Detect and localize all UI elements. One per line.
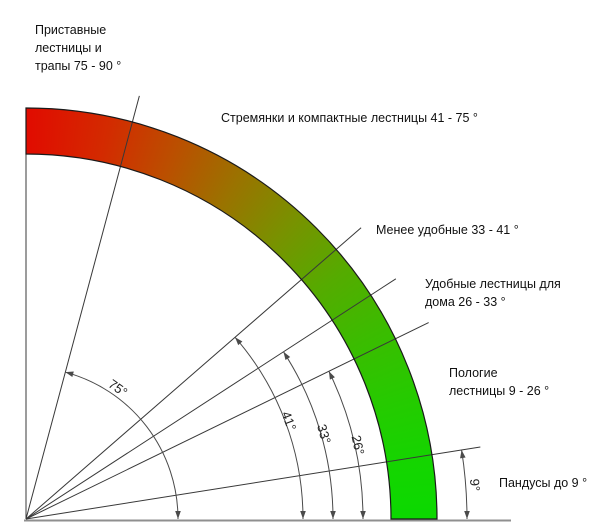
dim-arc-26 [328, 371, 364, 520]
label-line: трапы 75 - 90 ° [35, 59, 122, 73]
dim-arrow-33-end [283, 351, 291, 361]
ray-41-line [25, 227, 362, 520]
label-ramps-under-9: Пандусы до 9 ° [499, 476, 588, 490]
dim-arc-9 [461, 449, 468, 520]
label-ladders-75-90: Приставные лестницы и трапы 75 - 90 ° [35, 21, 121, 75]
label-line: Удобные лестницы для [425, 277, 561, 291]
gradient-band [26, 108, 437, 519]
band-outline [25, 107, 438, 520]
dim-arc-33 [283, 351, 334, 520]
ray-33-line [25, 278, 397, 520]
dim-arrow-75-end [65, 371, 74, 377]
label-line: Приставные [35, 23, 107, 37]
angle-label-9: 9° [466, 478, 483, 493]
dim-arrow-41-end [235, 337, 243, 346]
label-stepladders-41-75: Стремянки и компактные лестницы 41 - 75 … [221, 111, 478, 125]
ray-9-line [25, 446, 481, 520]
label-line: Пологие [449, 366, 498, 380]
dim-arrow-33-base [330, 511, 336, 519]
ray-26-line [25, 322, 429, 520]
label-line: лестницы 9 - 26 ° [449, 384, 550, 398]
label-comfortable-26-33: Удобные лестницы для дома 26 - 33 ° [425, 275, 561, 311]
dim-arrow-9-base [464, 511, 470, 519]
dim-arrow-26-end [328, 371, 335, 380]
dim-arrow-26-base [360, 511, 366, 519]
dim-arrow-41-base [300, 511, 306, 519]
dim-arrow-9-end [460, 450, 466, 459]
label-less-comfortable-33-41: Менее удобные 33 - 41 ° [376, 223, 519, 237]
dim-arrow-75-base [175, 511, 181, 519]
dim-arc-41 [234, 336, 304, 520]
label-line: лестницы и [35, 41, 102, 55]
dim-arc-75 [65, 371, 179, 520]
label-line: дома 26 - 33 ° [425, 295, 506, 309]
label-gentle-stairs-9-26: Пологие лестницы 9 - 26 ° [449, 364, 549, 400]
ray-75-line [25, 95, 140, 520]
